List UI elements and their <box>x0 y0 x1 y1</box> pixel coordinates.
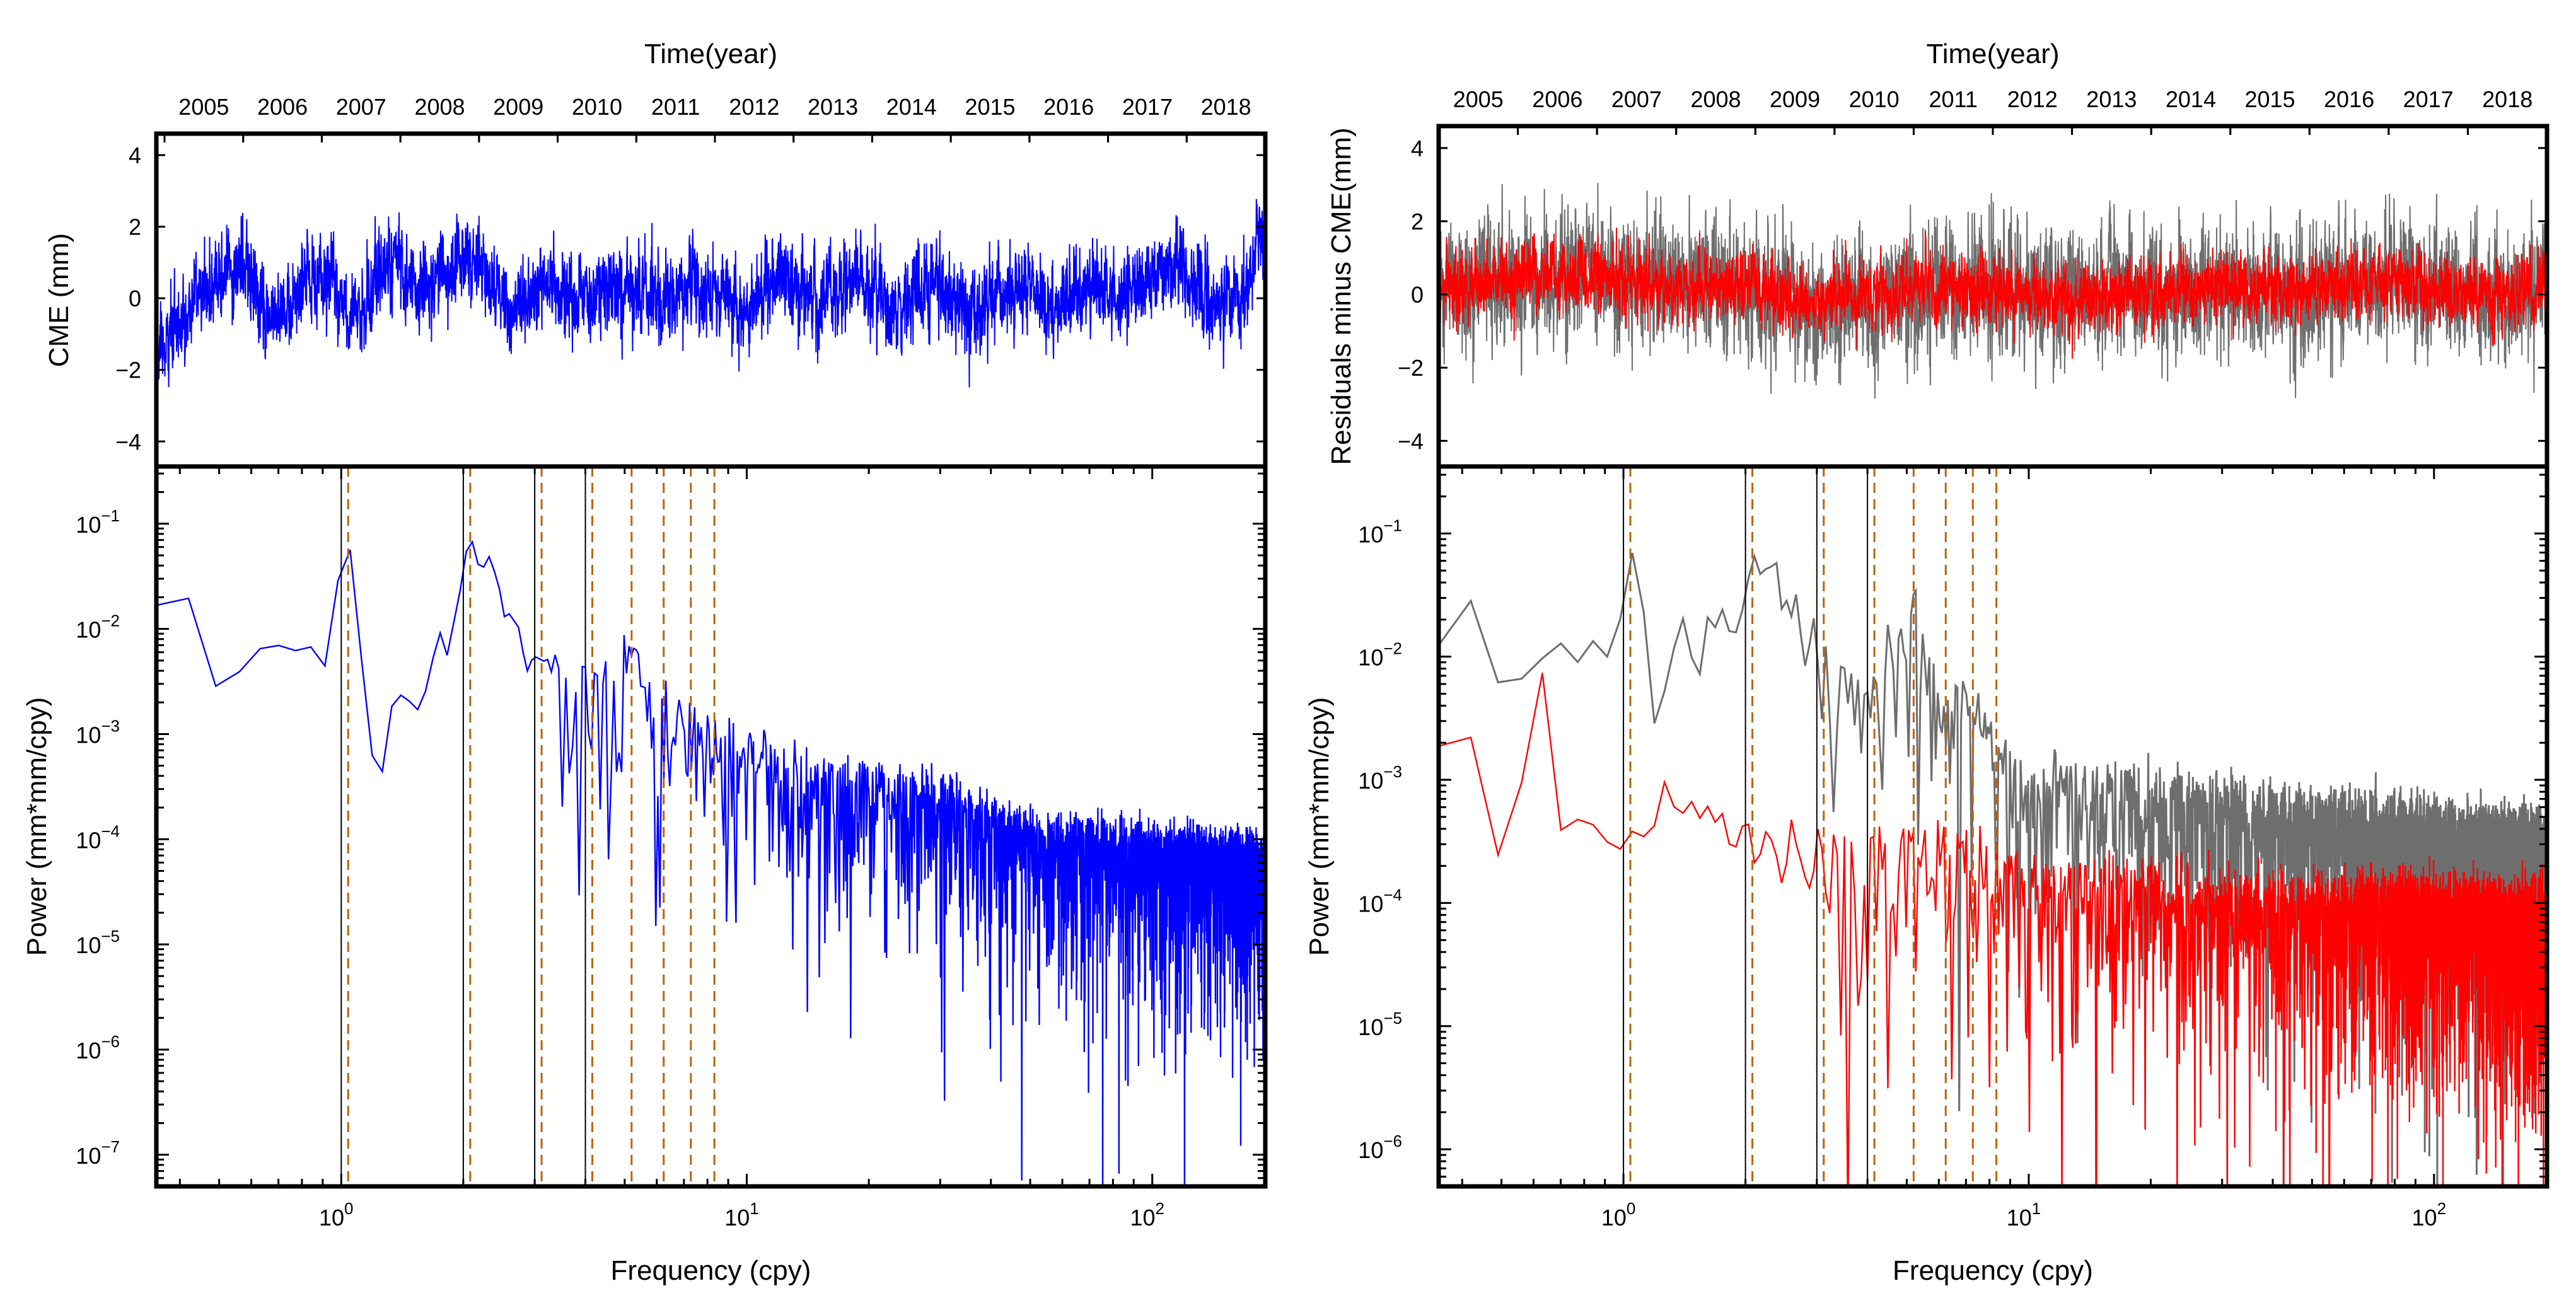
y-tick-label: 10−7 <box>76 1137 120 1169</box>
y-tick-label: 4 <box>1411 136 1424 161</box>
y-tick-label: −4 <box>1398 428 1424 454</box>
y-tick-label: 10−5 <box>1358 1009 1402 1040</box>
year-label: 2005 <box>178 94 229 120</box>
plot-area <box>1439 183 2547 399</box>
year-label: 2009 <box>1770 86 1820 112</box>
top-xlabel: Time(year) <box>644 38 777 69</box>
y-tick-label: 10−4 <box>1358 885 1402 917</box>
y-tick-label: 10−6 <box>1358 1132 1402 1163</box>
y-tick-label: 2 <box>1411 209 1424 235</box>
y-tick-label: −2 <box>1398 355 1424 381</box>
x-tick-label: 102 <box>1130 1199 1164 1231</box>
y-tick-label: 10−2 <box>76 611 120 643</box>
y-tick-label: −4 <box>115 429 141 455</box>
plot-area <box>1439 552 2547 1186</box>
series-line-1 <box>1439 673 2547 1186</box>
x-tick-label: 101 <box>2007 1199 2041 1231</box>
year-label: 2018 <box>1201 94 1251 120</box>
x-tick-label: 101 <box>724 1199 759 1231</box>
year-label: 2017 <box>2403 86 2454 112</box>
y-tick-label: 10−5 <box>76 927 120 958</box>
year-label: 2014 <box>2166 86 2216 112</box>
y-tick-label: 10−1 <box>76 506 120 538</box>
plot-area <box>156 540 1265 1186</box>
series-line-0 <box>156 540 1265 1186</box>
year-label: 2012 <box>2007 86 2058 112</box>
year-label: 2018 <box>2482 86 2532 112</box>
year-label: 2006 <box>1532 86 1582 112</box>
x-tick-label: 100 <box>1601 1199 1636 1231</box>
plot-frame <box>154 464 1268 1189</box>
year-label: 2016 <box>2324 86 2374 112</box>
y-axis-label: Power (mm*mm/cpy) <box>21 697 52 956</box>
year-label: 2011 <box>651 94 700 120</box>
year-label: 2013 <box>2086 86 2137 112</box>
year-label: 2012 <box>729 94 779 120</box>
year-label: 2010 <box>1849 86 1900 112</box>
y-tick-label: 10−4 <box>76 821 120 853</box>
y-tick-label: 2 <box>129 214 141 240</box>
y-tick-label: 10−1 <box>1358 516 1402 547</box>
year-label: 2006 <box>257 94 308 120</box>
panel-right-top: 4 2 0 −2 −4 2005 2006 2007 2008 2009 2010 2011 2012 2… <box>1326 38 2550 469</box>
y-tick-label: 10−3 <box>1358 762 1402 794</box>
year-label: 2015 <box>2244 86 2295 112</box>
panel-left-top: 4 2 0 −2 −4 2005 2006 2007 2008 2009 2010 2011 2012 2… <box>44 38 1268 469</box>
year-label: 2013 <box>808 94 858 120</box>
x-axis-label: Frequency (cpy) <box>611 1255 811 1286</box>
y-tick-label: −2 <box>115 357 141 383</box>
year-label: 2008 <box>1690 86 1741 112</box>
year-label: 2016 <box>1043 94 1094 120</box>
panel-left-bottom: 100 101 102 10−7 10−6 10−5 10−4 10−3 10−2 10−1 Fre… <box>21 464 1268 1286</box>
series-line-1 <box>1439 228 2547 359</box>
plot-frame <box>1436 464 2550 1189</box>
year-label: 2011 <box>1929 86 1978 112</box>
plot-area <box>156 199 1265 388</box>
year-label: 2014 <box>886 94 937 120</box>
y-tick-label: 10−2 <box>1358 639 1402 671</box>
y-axis-label: Power (mm*mm/cpy) <box>1304 697 1335 956</box>
year-label: 2005 <box>1453 86 1504 112</box>
y-tick-label: 0 <box>1411 282 1424 308</box>
y-tick-label: 0 <box>129 286 141 311</box>
year-label: 2015 <box>965 94 1015 120</box>
panel-right-bottom: 100 101 102 10−6 10−5 10−4 10−3 10−2 10−1 Frequen… <box>1304 464 2550 1286</box>
year-label: 2009 <box>493 94 543 120</box>
y-tick-label: 10−3 <box>76 716 120 748</box>
x-tick-label: 100 <box>319 1199 354 1231</box>
year-label: 2010 <box>572 94 622 120</box>
series-line-0 <box>156 199 1265 388</box>
y-axis-label: Residuals minus CME(mm) <box>1326 127 1357 465</box>
y-axis-label: CME (mm) <box>44 233 74 368</box>
x-tick-label: 102 <box>2412 1199 2447 1231</box>
year-label: 2008 <box>414 94 465 120</box>
year-label: 2017 <box>1122 94 1173 120</box>
year-label: 2007 <box>1611 86 1662 112</box>
y-tick-label: 10−6 <box>76 1032 120 1063</box>
y-tick-label: 4 <box>129 142 141 168</box>
top-xlabel: Time(year) <box>1926 38 2059 69</box>
year-label: 2007 <box>336 94 386 120</box>
x-axis-label: Frequency (cpy) <box>1893 1255 2093 1286</box>
panels: 4 2 0 −2 −4 2005 2006 2007 2008 2009 2010 2011 2012 2… <box>21 38 2550 1286</box>
